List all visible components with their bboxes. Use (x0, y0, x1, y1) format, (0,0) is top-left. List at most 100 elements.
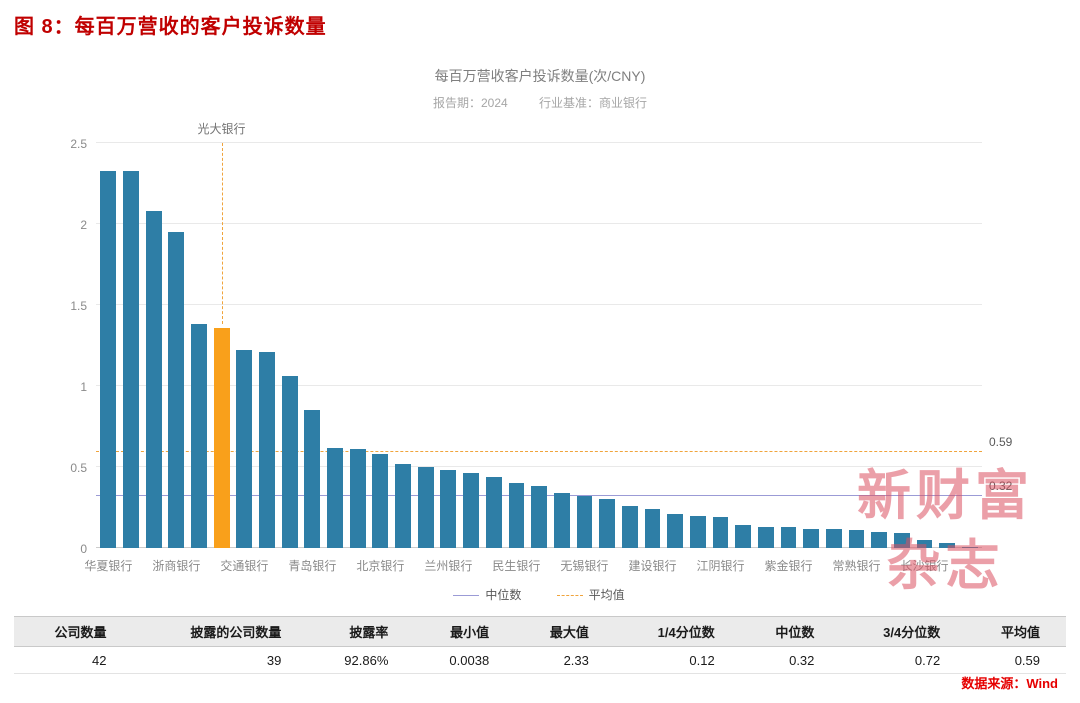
bar (621, 505, 638, 548)
bar (667, 513, 684, 548)
mean-line-swatch (556, 595, 583, 597)
bar (168, 232, 185, 548)
bar-slot (754, 143, 777, 548)
bar-slot: 无锡银行 (560, 143, 608, 573)
bar (712, 517, 729, 548)
bar (304, 410, 321, 548)
bar (576, 496, 593, 548)
x-axis-label: 浙商银行 (152, 559, 201, 573)
x-axis-label: 兰州银行 (424, 559, 473, 573)
bar-slot: 江阴银行 (696, 143, 744, 573)
bar-slot (664, 143, 687, 548)
highlight-label: 光大银行 (197, 122, 246, 136)
stats-header-cell: 最小值 (414, 616, 516, 647)
bar-slot (528, 143, 551, 548)
x-axis-label: 常熟银行 (832, 559, 881, 573)
stats-value-row: 42 39 92.86% 0.0038 2.33 0.12 0.32 0.72 0.59 (14, 646, 1066, 674)
bar (508, 483, 525, 548)
bar (123, 170, 139, 548)
bar-slot: 北京银行 (356, 143, 404, 573)
bar-slot: 华夏银行 (84, 143, 132, 573)
bar-slot (596, 143, 619, 548)
stats-header-cell: 平均值 (966, 616, 1066, 647)
bar-slot: 常熟银行 (832, 143, 881, 573)
x-axis-label: 建设银行 (628, 559, 677, 573)
bar-slot: 浙商银行 (152, 143, 200, 573)
y-axis-tick: 2 (80, 218, 87, 232)
gridline (96, 466, 982, 467)
bar (463, 473, 480, 548)
bar-slot (324, 143, 347, 548)
bar (803, 528, 820, 548)
stats-header-cell: 中位数 (740, 616, 841, 647)
bar-slot (188, 143, 211, 548)
x-axis-label: 交通银行 (220, 559, 269, 573)
gridline (96, 304, 982, 305)
legend-item-median: 中位数 (453, 588, 521, 602)
stats-value-cell: 0.72 (840, 646, 967, 674)
bar-slot (392, 143, 415, 548)
bars-container: 华夏银行 浙商银行 交通银行 青岛银行 北京银行 兰州银行 民生银行 无锡银行 建设银行 江阴银行… (84, 143, 982, 573)
bar-slot (686, 143, 709, 548)
bar-slot (460, 143, 483, 548)
bar-slot (732, 143, 755, 548)
bar-slot (414, 143, 437, 548)
stats-value-cell: 0.59 (966, 646, 1066, 674)
gridline (96, 223, 982, 224)
y-axis-tick: 0.5 (70, 461, 87, 475)
industry-benchmark-label: 行业基准：商业银行 (539, 96, 648, 110)
bar (848, 530, 865, 548)
bar-slot: 紫金银行 (764, 143, 812, 573)
bar (145, 211, 162, 548)
bar-slot: 青岛银行 (288, 143, 336, 573)
stats-value-cell: 0.0038 (414, 646, 516, 674)
bar-slot (120, 143, 143, 548)
stats-value-cell: 42 (14, 646, 133, 674)
bar (281, 376, 298, 548)
gridline (96, 385, 982, 386)
bar (939, 543, 956, 548)
bar-slot (891, 143, 914, 548)
chart-subtitle: 报告期：2024 行业基准：商业银行 (0, 94, 1080, 111)
median-line-swatch (453, 595, 480, 597)
bar (100, 170, 117, 548)
bar-slot (800, 143, 823, 548)
bar-slot (618, 143, 641, 548)
bar-highlight (213, 327, 230, 548)
stats-value-cell: 2.33 (515, 646, 615, 674)
x-axis-label: 无锡银行 (560, 559, 609, 573)
bar-slot (482, 143, 505, 548)
bar (417, 467, 434, 548)
bar (531, 486, 548, 548)
gridline (96, 142, 982, 143)
bar-slot (936, 143, 959, 548)
stats-value-cell: 39 (132, 646, 308, 674)
bar (893, 533, 910, 548)
x-axis-label: 青岛银行 (288, 559, 337, 573)
x-axis-label: 江阴银行 (696, 559, 745, 573)
stats-header-cell: 披露的公司数量 (132, 616, 308, 647)
bar-slot (823, 143, 846, 548)
stats-header-cell: 披露率 (307, 616, 415, 647)
report-period-label: 报告期：2024 (432, 96, 508, 110)
stats-header-cell: 最大值 (515, 616, 615, 647)
bar (871, 531, 888, 548)
y-axis-tick: 1.5 (70, 299, 87, 313)
median-line-value-label: 0.32 (989, 479, 1013, 494)
bar (780, 526, 797, 548)
bar-slot (959, 143, 982, 548)
chart-legend: 中位数 平均值 (96, 586, 982, 603)
bar (916, 539, 933, 548)
stats-header-cell: 1/4分位数 (614, 616, 741, 647)
bar (440, 470, 457, 548)
bar (372, 454, 389, 548)
bar-slot (550, 143, 573, 548)
bar-slot (868, 143, 891, 548)
x-axis-label: 民生银行 (492, 559, 541, 573)
bar (599, 499, 616, 548)
bar (236, 350, 253, 548)
bar-slot (256, 143, 279, 548)
chart-title: 每百万营收客户投诉数量(次/CNY) (434, 68, 646, 84)
bar (259, 351, 275, 548)
x-axis-label: 北京银行 (356, 559, 405, 573)
